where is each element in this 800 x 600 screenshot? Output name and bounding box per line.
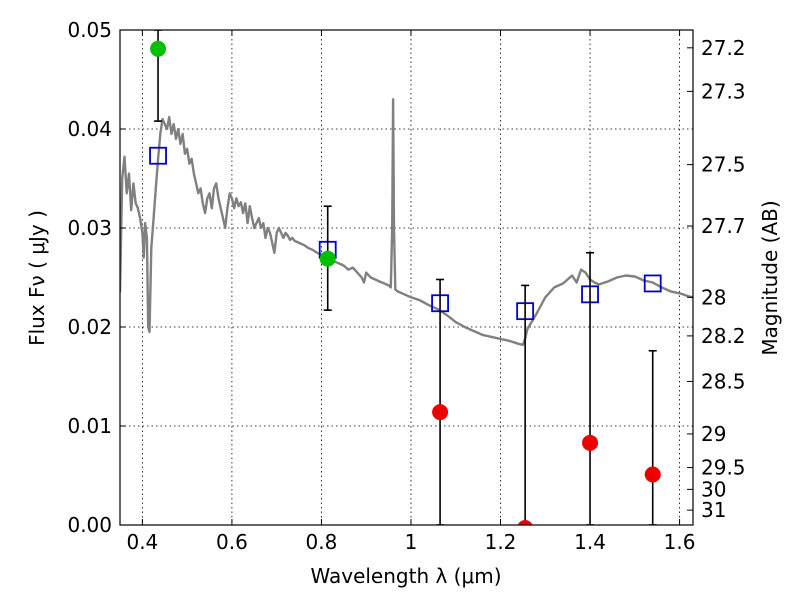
nondetection-point	[432, 404, 449, 421]
y-tick-label: 0.02	[67, 315, 112, 339]
x-tick-label: 1.4	[574, 530, 606, 554]
y2-axis-title: Magnitude (AB)	[758, 200, 782, 355]
mag-tick-label: 30	[701, 477, 726, 501]
model-sed-line	[120, 98, 693, 346]
x-axis-title: Wavelength λ (μm)	[310, 564, 501, 588]
nondetection-point	[644, 466, 661, 483]
axes: 0.4 0.6 0.8 1 1.2 1.4 1.6 0.00 0.01 0.02 0.03 0.04 0…	[67, 18, 745, 554]
mag-tick-label: 28.5	[701, 369, 746, 393]
y-tick-label: 0.03	[67, 216, 112, 240]
y-tick-label: 0.00	[67, 513, 112, 537]
y-tick-label: 0.04	[67, 117, 112, 141]
plot-area	[120, 30, 693, 525]
y-tick-label: 0.01	[67, 414, 112, 438]
mag-tick-label: 27.5	[701, 153, 746, 177]
plot-frame	[119, 29, 694, 526]
x-tick-label: 1.2	[485, 530, 517, 554]
mag-tick-label: 28	[701, 285, 726, 309]
y-tick-label: 0.05	[67, 18, 112, 42]
mag-tick-label: 31	[701, 498, 726, 522]
mag-tick-label: 28.2	[701, 324, 746, 348]
x-tick-label: 0.4	[126, 530, 158, 554]
mag-tick-label: 29	[701, 422, 726, 446]
mag-tick-label: 27.7	[701, 214, 746, 238]
x-tick-label: 1	[405, 530, 418, 554]
grid	[120, 30, 693, 525]
x-tick-label: 1.6	[664, 530, 696, 554]
detection-point	[150, 40, 167, 57]
nondetection-point	[517, 519, 533, 525]
model-flux-square	[643, 274, 662, 293]
y-axis-title: Flux Fν ( μJy )	[25, 210, 49, 346]
detection-point	[319, 250, 336, 267]
x-tick-label: 0.8	[306, 530, 338, 554]
x-tick-label: 0.6	[216, 530, 248, 554]
mag-tick-label: 27.2	[701, 36, 746, 60]
model-flux-square	[149, 146, 167, 165]
nondetection-point	[582, 434, 599, 451]
mag-tick-label: 27.3	[701, 79, 746, 103]
mag-tick-label: 29.5	[701, 456, 746, 480]
